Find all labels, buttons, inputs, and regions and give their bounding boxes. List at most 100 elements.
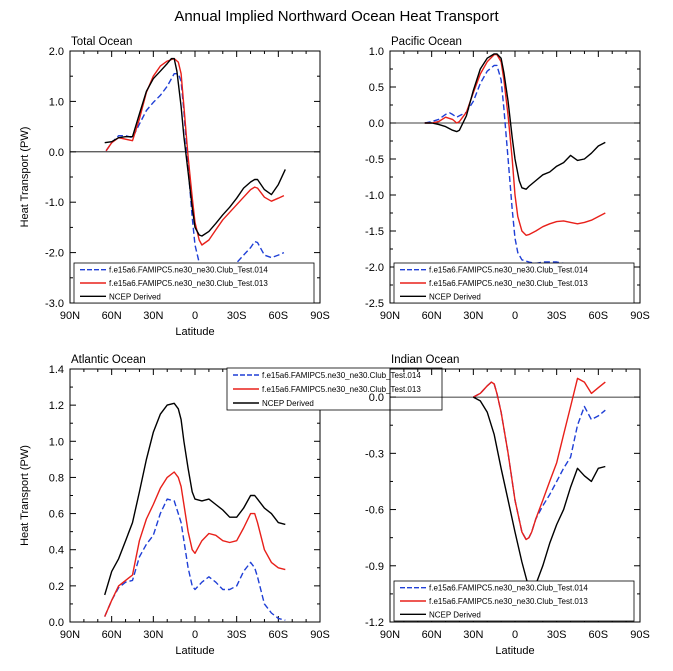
y-tick-label: 0.8 xyxy=(49,472,64,484)
x-tick-label: 0 xyxy=(192,629,198,641)
x-tick-label: 90S xyxy=(310,629,330,641)
x-tick-label: 60S xyxy=(269,629,289,641)
page-title: Annual Implied Northward Ocean Heat Tran… xyxy=(174,8,499,25)
legend-box xyxy=(393,580,635,622)
legend-label: f.e15a6.FAMIPC5.ne30_ne30.Club_Test.014 xyxy=(429,266,588,275)
x-tick-label: 60S xyxy=(269,310,289,322)
legend: f.e15a6.FAMIPC5.ne30_ne30.Club_Test.014f… xyxy=(226,367,443,411)
legend-label: f.e15a6.FAMIPC5.ne30_ne30.Club_Test.013 xyxy=(429,597,588,606)
y-tick-label: 0.4 xyxy=(49,545,64,557)
x-tick-label: 30N xyxy=(463,629,483,641)
y-tick-label: -2.0 xyxy=(365,262,384,274)
x-tick-label: 60N xyxy=(422,629,442,641)
x-tick-label: 30S xyxy=(547,310,567,322)
series-line-test014 xyxy=(104,498,286,621)
legend-box xyxy=(73,262,315,304)
legend-label: f.e15a6.FAMIPC5.ne30_ne30.Club_Test.014 xyxy=(262,371,421,380)
x-tick-label: 60S xyxy=(589,629,609,641)
panel-title: Pacific Ocean xyxy=(391,36,462,48)
y-tick-label: -0.3 xyxy=(365,448,384,460)
x-tick-label: 30S xyxy=(547,629,567,641)
x-tick-label: 0 xyxy=(512,629,518,641)
x-axis-title: Latitude xyxy=(495,645,534,657)
y-tick-label: 2.0 xyxy=(49,46,64,58)
y-tick-label: -0.9 xyxy=(365,561,384,573)
y-tick-label: 1.4 xyxy=(49,364,64,376)
y-tick-label: -1.0 xyxy=(45,197,64,209)
x-tick-label: 60N xyxy=(102,629,122,641)
x-tick-label: 30S xyxy=(227,629,247,641)
x-tick-label: 60S xyxy=(589,310,609,322)
y-tick-label: 0.0 xyxy=(49,147,64,159)
x-tick-label: 0 xyxy=(192,310,198,322)
series-line-ncep xyxy=(472,396,606,591)
x-tick-label: 90S xyxy=(310,310,330,322)
series-line-test013 xyxy=(104,471,286,617)
x-tick-label: 30N xyxy=(143,310,163,322)
legend: f.e15a6.FAMIPC5.ne30_ne30.Club_Test.014f… xyxy=(393,580,635,622)
panel-4: 90N 60N 30N 0 30S 60S 90S 0.0 -0.3 -0.6 -0.9 -1.2 In… xyxy=(365,354,650,657)
x-tick-label: 90N xyxy=(380,310,400,322)
y-tick-label: 1.0 xyxy=(369,46,384,58)
x-axis-title: Latitude xyxy=(175,645,214,657)
y-tick-label: -1.5 xyxy=(365,226,384,238)
y-tick-label: 0.5 xyxy=(369,82,384,94)
series-line-ncep xyxy=(104,57,286,237)
y-tick-label: -3.0 xyxy=(45,298,64,310)
legend-label: NCEP Derived xyxy=(429,292,481,301)
series-line-test014 xyxy=(105,72,285,271)
legend-label: f.e15a6.FAMIPC5.ne30_ne30.Club_Test.013 xyxy=(262,385,421,394)
legend: f.e15a6.FAMIPC5.ne30_ne30.Club_Test.014f… xyxy=(73,262,315,304)
legend: f.e15a6.FAMIPC5.ne30_ne30.Club_Test.014f… xyxy=(393,262,635,304)
panel-3: 90N 60N 30N 0 30S 60S 90S 1.4 1.2 1.0 0.8 0.6 0.4 0.2… xyxy=(19,354,443,657)
x-axis-title: Latitude xyxy=(175,326,214,338)
x-tick-label: 90N xyxy=(380,629,400,641)
series-line-test013 xyxy=(105,57,285,246)
series-line-test013 xyxy=(472,377,606,541)
x-tick-label: 90S xyxy=(630,629,650,641)
legend-label: NCEP Derived xyxy=(109,292,161,301)
y-tick-label: -1.0 xyxy=(365,190,384,202)
panel-title: Indian Ocean xyxy=(391,354,459,366)
legend-label: NCEP Derived xyxy=(429,610,481,619)
y-tick-label: 0.2 xyxy=(49,581,64,593)
y-tick-label: 1.0 xyxy=(49,96,64,108)
legend-label: f.e15a6.FAMIPC5.ne30_ne30.Club_Test.013 xyxy=(109,279,268,288)
series-line-test014 xyxy=(424,64,606,273)
panel-1: 90N 60N 30N 0 30S 60S 90S 2.0 1.0 0.0 -1.0 -2.0 -3.0… xyxy=(19,36,330,338)
y-axis-title: Heat Transport (PW) xyxy=(19,445,31,546)
y-tick-label: 1.2 xyxy=(49,400,64,412)
y-tick-label: -0.6 xyxy=(365,505,384,517)
y-tick-label: 0.0 xyxy=(49,617,64,629)
y-tick-label: 0.0 xyxy=(369,118,384,130)
legend-box xyxy=(393,262,635,304)
y-tick-label: 0.6 xyxy=(49,509,64,521)
y-tick-label: -2.0 xyxy=(45,248,64,260)
x-tick-label: 60N xyxy=(422,310,442,322)
x-tick-label: 30S xyxy=(227,310,247,322)
panel-title: Atlantic Ocean xyxy=(71,354,146,366)
legend-label: f.e15a6.FAMIPC5.ne30_ne30.Club_Test.014 xyxy=(429,584,588,593)
y-tick-label: 1.0 xyxy=(49,436,64,448)
panel-title: Total Ocean xyxy=(71,36,132,48)
y-tick-label: -2.5 xyxy=(365,298,384,310)
x-tick-label: 90S xyxy=(630,310,650,322)
panel-2: 90N 60N 30N 0 30S 60S 90S 1.0 0.5 0.0 -0.5 -1.0 -1.5… xyxy=(365,36,650,322)
y-tick-label: -1.2 xyxy=(365,617,384,629)
x-tick-label: 0 xyxy=(512,310,518,322)
x-tick-label: 90N xyxy=(60,310,80,322)
y-axis-title: Heat Transport (PW) xyxy=(19,127,31,228)
legend-box xyxy=(226,367,443,411)
x-tick-label: 60N xyxy=(102,310,122,322)
x-tick-label: 90N xyxy=(60,629,80,641)
series-line-ncep xyxy=(104,402,286,596)
y-tick-label: 0.0 xyxy=(369,392,384,404)
legend-label: f.e15a6.FAMIPC5.ne30_ne30.Club_Test.014 xyxy=(109,266,268,275)
y-tick-label: -0.5 xyxy=(365,154,384,166)
legend-label: NCEP Derived xyxy=(262,399,314,408)
series-line-test014 xyxy=(472,381,606,541)
x-tick-label: 30N xyxy=(463,310,483,322)
series-line-ncep xyxy=(424,53,606,190)
legend-label: f.e15a6.FAMIPC5.ne30_ne30.Club_Test.013 xyxy=(429,279,588,288)
